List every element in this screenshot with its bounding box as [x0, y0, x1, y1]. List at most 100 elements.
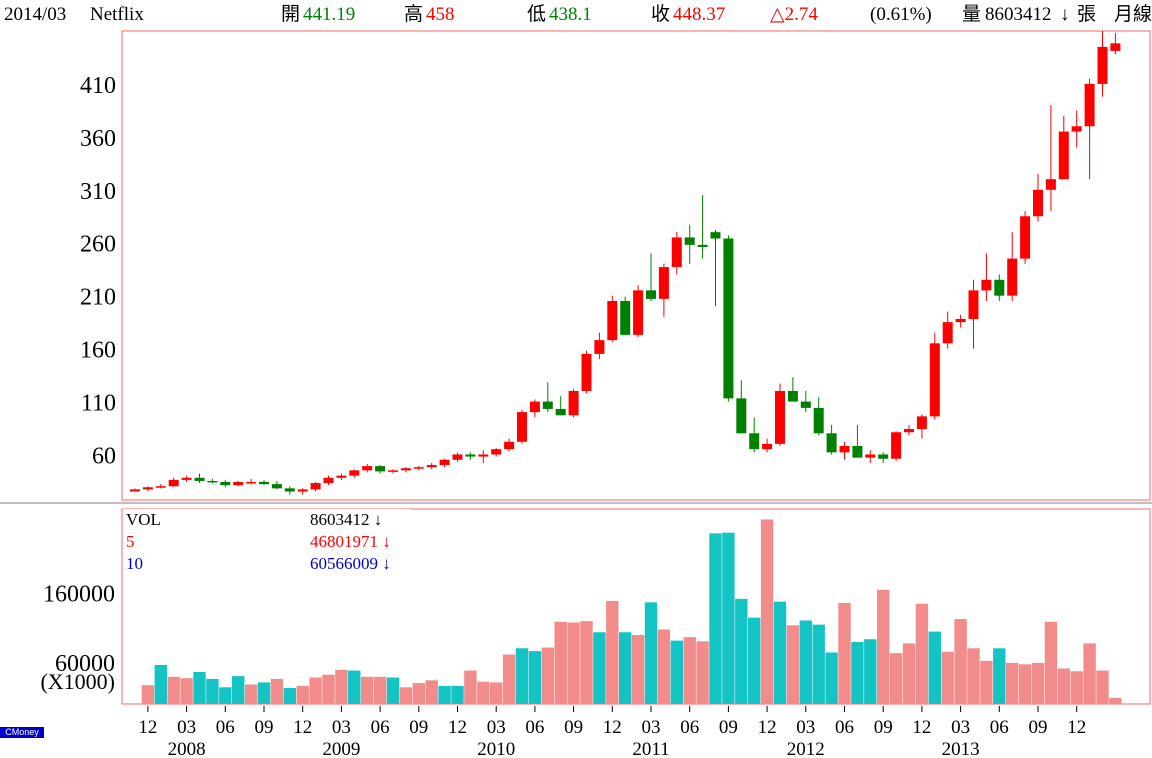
volume-bar: [541, 647, 554, 704]
candle-body: [697, 244, 708, 247]
price-tick-label: 60: [92, 443, 116, 469]
volume-bar: [825, 652, 838, 704]
month-tick-label: 09: [409, 717, 428, 738]
volume-bar: [670, 640, 683, 704]
candle-body: [375, 466, 386, 472]
symbol-label: Netflix: [90, 4, 144, 25]
volume-bar: [838, 603, 851, 704]
volume-bar: [786, 625, 800, 704]
candle-body: [1045, 179, 1056, 190]
legend-row: VOL 8603412 ↓: [123, 509, 411, 531]
year-label: 2011: [632, 739, 669, 758]
price-tick-label: 110: [81, 391, 116, 417]
candle-body: [388, 470, 398, 472]
candle: [336, 473, 347, 480]
candle-body: [762, 443, 773, 450]
candle: [465, 452, 476, 460]
volume-bar: [425, 680, 438, 704]
month-tick-label: 06: [680, 717, 699, 738]
legend-row: 5 46801971 ↓: [123, 531, 411, 553]
candle-body: [478, 454, 489, 457]
volume-tick-label: 60000: [55, 651, 115, 677]
volume-bar: [735, 598, 748, 704]
volume-bar: [502, 654, 516, 704]
month-tick-label: 06: [525, 717, 544, 738]
volume-bar: [760, 519, 774, 704]
candle-body: [413, 467, 424, 469]
volume-bar: [490, 682, 503, 704]
candle: [684, 224, 695, 264]
month-tick-label: 06: [216, 717, 235, 738]
volume-bar: [386, 677, 400, 704]
volume-bar: [799, 620, 812, 704]
volume-bar: [1006, 662, 1019, 704]
volume-down-arrow-icon: ↓: [1060, 4, 1070, 25]
year-label: 2008: [168, 739, 206, 758]
volume-bar: [528, 651, 542, 704]
month-tick-label: 06: [990, 717, 1009, 738]
volume-bar: [928, 631, 941, 704]
volume-bar: [167, 676, 180, 704]
month-tick-label: 09: [719, 717, 738, 738]
volume-bar: [1070, 671, 1083, 704]
volume-bar: [580, 621, 593, 704]
volume-bar: [515, 648, 529, 704]
candle: [1020, 210, 1031, 264]
month-tick-label: 03: [177, 717, 196, 738]
year-label: 2009: [322, 739, 360, 758]
volume-bar: [477, 681, 490, 704]
volume-bar: [709, 533, 722, 704]
volume-bar: [864, 639, 877, 704]
candle-body: [491, 449, 502, 455]
volume-bar: [296, 685, 309, 704]
volume-bar: [1018, 664, 1032, 704]
candle: [929, 332, 940, 420]
candle-body: [607, 300, 618, 341]
candle-body: [220, 482, 231, 486]
candle: [865, 450, 876, 463]
candle-body: [336, 475, 347, 478]
month-tick-label: 03: [796, 717, 815, 738]
candle: [994, 274, 1005, 301]
candle-body: [207, 480, 218, 483]
volume-bar: [748, 617, 761, 704]
candle-body: [400, 468, 411, 471]
month-tick-label: 09: [255, 717, 274, 738]
candle: [555, 396, 566, 416]
volume-bar: [451, 685, 464, 704]
volume-label: 量: [962, 4, 982, 25]
candle: [413, 466, 424, 471]
low-label: 低: [527, 4, 547, 25]
candle-body: [671, 237, 682, 268]
candle: [220, 479, 231, 488]
candle-body: [529, 401, 540, 413]
legend-series-value: 60566009 ↓: [310, 554, 391, 573]
year-label: 2010: [477, 739, 515, 758]
price-tick-label: 160: [80, 338, 116, 364]
change-percent: (0.61%): [870, 4, 932, 25]
candle: [1084, 78, 1095, 180]
legend-series-name: 10: [126, 554, 143, 573]
volume-bar-series: [141, 519, 1122, 704]
candle-body: [142, 487, 153, 490]
candle: [375, 465, 386, 474]
volume-bar: [1044, 621, 1058, 704]
volume-bar: [941, 651, 954, 704]
candle-body: [439, 459, 450, 466]
month-tick-label: 12: [448, 717, 467, 738]
candle-body: [878, 454, 889, 459]
candle: [658, 263, 669, 317]
price-tick-label: 260: [80, 232, 116, 258]
volume-bar: [954, 619, 967, 704]
candle-body: [865, 454, 876, 458]
volume-bar: [270, 678, 284, 704]
candle-body: [1071, 126, 1082, 132]
volume-bar: [1057, 668, 1070, 704]
quote-header: 2014/03 Netflix 開 441.19 高 458 低 438.1 收…: [0, 0, 1152, 30]
candle: [942, 311, 953, 349]
candle: [620, 296, 631, 335]
volume-bar: [1083, 643, 1096, 704]
volume-bar: [206, 678, 219, 704]
volume-bar: [180, 678, 193, 704]
volume-bar: [993, 648, 1006, 704]
